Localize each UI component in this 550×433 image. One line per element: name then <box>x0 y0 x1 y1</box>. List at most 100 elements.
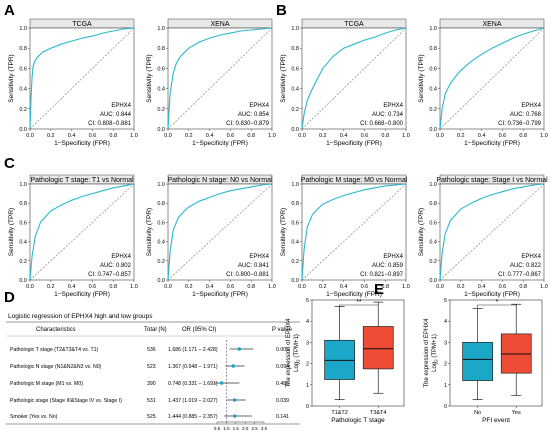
y-tick-label: 0.6 <box>19 66 27 72</box>
y-axis-label: Sensitivity (TPR) <box>146 54 153 102</box>
x-tick-label: 0.4 <box>478 284 486 290</box>
x-tick-label: 0.4 <box>68 284 76 290</box>
box-body <box>462 342 493 381</box>
x-tick-label: 1.0 <box>268 284 276 290</box>
y-axis-label: Sensitivity (TPR) <box>280 54 287 102</box>
roc-gene-label: EPHX4 <box>521 254 541 260</box>
x-tick-label: 0.0 <box>164 284 172 290</box>
y-tick-label: 0.2 <box>429 107 437 113</box>
y-axis-label: Sensitivity (TPR) <box>146 208 153 256</box>
y-tick-label: 4 <box>306 319 309 325</box>
y-tick-label: 0.6 <box>291 220 299 226</box>
y-tick-label: 0.6 <box>429 220 437 226</box>
x-axis-label: 1−Specificity (FPR) <box>326 291 382 298</box>
roc-panel-4: XENA 0.00.0 0.2 0.2 0.4 0.4 0.6 0.6 0.8 0.8 1.0 1.0… <box>418 18 548 147</box>
roc-title: TCGA <box>344 21 364 28</box>
y-tick-label: 2 <box>444 362 447 368</box>
roc-ci-label: CI: 0.821−0.897 <box>360 272 404 278</box>
x-tick-label: 0.8 <box>109 284 117 290</box>
significance-bracket <box>339 304 379 308</box>
y-tick-label: 0.0 <box>19 278 27 284</box>
x-tick-label: 0.2 <box>457 284 465 290</box>
x-tick-label: 1.0 <box>402 284 410 290</box>
y-axis-label-unit: Log2 (TPM+1) <box>432 334 439 372</box>
roc-panel-2: XENA 0.00.0 0.2 0.2 0.4 0.4 0.6 0.6 0.8 0.8 1.0 1.0… <box>146 18 276 147</box>
forest-header-characteristics: Characteristics <box>36 327 76 333</box>
x-tick-label: 1.0 <box>540 133 548 139</box>
roc-reference-line <box>167 183 273 281</box>
x-axis-label: PFI event <box>482 417 510 424</box>
boxplot-panel-2: 0 1 2 3 4 5 No Yes * PFI event The expression of E… <box>424 298 543 424</box>
y-tick-label: 0.0 <box>157 278 165 284</box>
x-tick-label: 0.6 <box>89 133 97 139</box>
y-tick-label: 0.2 <box>291 107 299 113</box>
panel-letter-d: D <box>4 289 15 306</box>
forest-row-p: 0.141 <box>276 414 289 420</box>
roc-panel-3: TCGA 0.00.0 0.2 0.2 0.4 0.4 0.6 0.6 0.8 0.8 1.0 1.0… <box>280 18 410 147</box>
y-tick-label: 5 <box>444 298 447 304</box>
y-tick-label: 3 <box>444 340 447 346</box>
forest-or-point <box>219 381 224 385</box>
forest-row-n: 536 <box>147 347 156 353</box>
roc-panel-8: Pathologic stage: Stage I vs Normal0.00.… <box>418 174 548 298</box>
y-tick-label: 1.0 <box>19 26 27 32</box>
box-group: T1&T2 <box>324 306 355 416</box>
x-tick-label: 0.4 <box>478 133 486 139</box>
forest-x-tick-label: 2.0 <box>242 426 249 431</box>
y-tick-label: 0.8 <box>429 201 437 207</box>
roc-auc-label: AUC: 0.822 <box>510 263 542 269</box>
roc-panel-5: Pathologic T stage: T1 vs Normal 0.00.0 0.… <box>8 174 138 298</box>
roc-title: Pathologic T stage: T1 vs Normal <box>30 177 134 184</box>
x-tick-label: 0.0 <box>26 133 34 139</box>
roc-auc-label: AUC: 0.859 <box>372 263 404 269</box>
significance-label: * <box>496 299 499 306</box>
x-tick-label: 0.2 <box>47 133 55 139</box>
forest-row-or: 0.748 (0.331 – 1.691) <box>168 381 218 387</box>
roc-gene-label: EPHX4 <box>249 103 269 109</box>
roc-ci-label: CI: 0.808−0.881 <box>88 121 132 127</box>
y-tick-label: 0.4 <box>291 87 299 93</box>
x-tick-label: 0.4 <box>206 133 214 139</box>
y-tick-label: 0.8 <box>291 201 299 207</box>
x-tick-label: T1&T2 <box>331 410 348 416</box>
x-tick-label: 0.2 <box>319 133 327 139</box>
box-body <box>500 333 532 374</box>
y-tick-label: 1.0 <box>429 26 437 32</box>
x-tick-label: 0.2 <box>457 133 465 139</box>
x-tick-label: 0.6 <box>89 284 97 290</box>
y-tick-label: 0.4 <box>157 240 165 246</box>
x-tick-label: 0.8 <box>247 284 255 290</box>
roc-gene-label: EPHX4 <box>111 254 131 260</box>
y-tick-label: 1.0 <box>19 182 27 188</box>
y-tick-label: 0.4 <box>19 240 27 246</box>
x-tick-label: 0.6 <box>499 284 507 290</box>
x-tick-label: 0.8 <box>381 133 389 139</box>
x-tick-label: 0.2 <box>47 284 55 290</box>
forest-row-label: Pathologic M stage (M1 vs. M0) <box>10 381 83 387</box>
roc-reference-line <box>167 27 273 130</box>
x-axis-label: 1−Specificity (FPR) <box>54 291 110 298</box>
y-tick-label: 0.2 <box>157 107 165 113</box>
y-tick-label: 0.6 <box>157 220 165 226</box>
roc-gene-label: EPHX4 <box>111 103 131 109</box>
roc-title: XENA <box>210 21 229 28</box>
roc-ci-label: CI: 0.800−0.881 <box>226 272 270 278</box>
roc-title: Pathologic M stage: M0 vs Normal <box>301 177 408 184</box>
forest-row: Pathologic stage (Stage III&Stage IV vs.… <box>10 398 289 404</box>
x-axis-label: 1−Specificity (FPR) <box>54 140 110 147</box>
y-tick-label: 0.4 <box>157 87 165 93</box>
forest-or-point <box>237 347 242 351</box>
roc-ci-label: CI: 0.668−0.800 <box>360 121 404 127</box>
boxplot-panel-1: 0 1 2 3 4 5 T1&T2 T3&T4 ** Pathologic T stage The … <box>286 298 405 424</box>
y-tick-label: 0.0 <box>291 278 299 284</box>
forest-row-p: 0.005 <box>276 347 289 353</box>
y-tick-label: 0.2 <box>19 259 27 265</box>
x-tick-label: 0.6 <box>227 284 235 290</box>
forest-row-or: 1.437 (1.019 – 2.027) <box>168 398 218 404</box>
roc-auc-label: AUC: 0.802 <box>100 263 132 269</box>
roc-panel-6: Pathologic N stage: N0 vs Normal 0.00.0 0.… <box>146 174 276 298</box>
roc-gene-label: EPHX4 <box>383 103 403 109</box>
roc-auc-label: AUC: 0.734 <box>372 112 404 118</box>
forest-row-n: 525 <box>147 414 156 420</box>
